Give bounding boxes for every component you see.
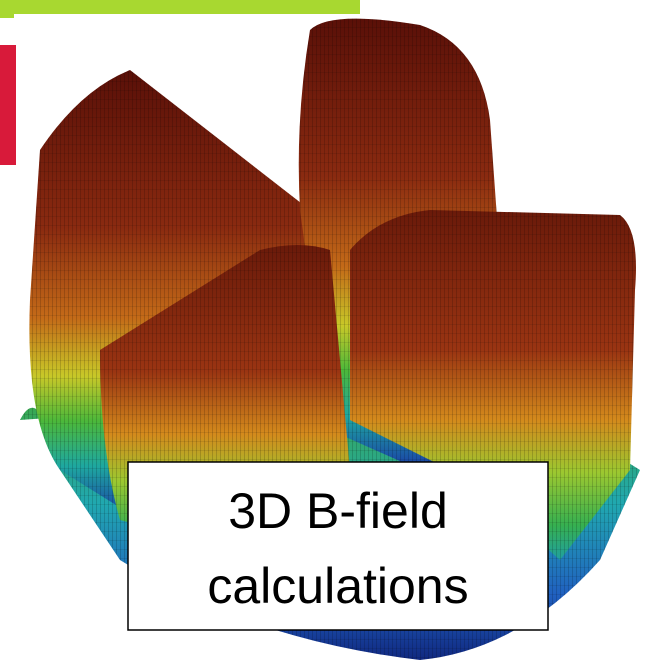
caption-box: [127, 461, 549, 631]
background-image-edge: [0, 0, 360, 18]
background-image-edge: [0, 45, 16, 165]
caption-line: 3D B-field: [228, 483, 448, 539]
panel: [14, 14, 364, 44]
caption-line: calculations: [207, 558, 468, 614]
